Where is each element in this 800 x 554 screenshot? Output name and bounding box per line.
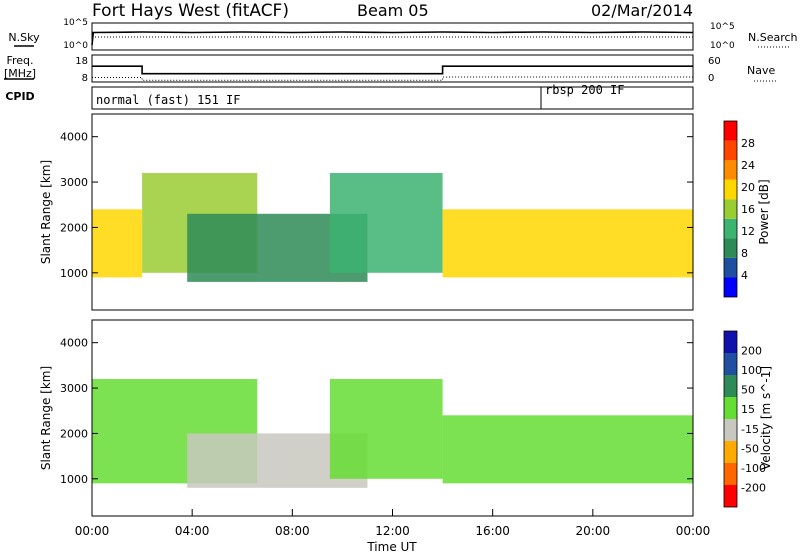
ytick-label: 2000: [60, 427, 88, 440]
power-data-cells: [92, 173, 693, 282]
xtick-label: 20:00: [576, 524, 611, 538]
colorbar-tick: 8: [741, 247, 748, 260]
freq-tick-bottom: 8: [82, 73, 88, 84]
freq-label: Freq.: [6, 54, 33, 67]
data-region-3: [329, 173, 443, 273]
power-colorbar-label: Power [dB]: [757, 179, 771, 244]
colorbar-swatch: [724, 277, 737, 297]
xtick-label: 00:00: [676, 524, 711, 538]
data-region-4: [442, 209, 693, 278]
colorbar-tick: -15: [741, 423, 759, 436]
nsearch-tick-bottom: 10^0: [710, 41, 735, 51]
velocity-ylabel: Slant Range [km]: [39, 366, 53, 470]
cpid-mode-1: normal (fast) 151 IF: [96, 93, 241, 107]
colorbar-swatch: [724, 331, 737, 353]
velocity-xaxis-ticks: 00:00 04:00 08:00 12:00 16:00 20:00 00:00: [75, 509, 711, 538]
colorbar-swatch: [724, 441, 737, 463]
colorbar-swatch: [724, 179, 737, 200]
nave-trace: [92, 76, 693, 81]
velocity-yaxis-ticks: 4000 3000 2000 1000: [60, 337, 693, 486]
plot-title: Fort Hays West (fitACF): [92, 1, 289, 21]
ytick-label: 4000: [60, 131, 88, 144]
nave-tick-bottom: 0: [708, 73, 714, 84]
velocity-panel: 4000 3000 2000 1000 00:00 04:00 08:00 12:00 16:…: [39, 319, 711, 554]
colorbar-swatch: [724, 375, 737, 397]
velocity-colorbar: 200 100 50 15 -15 -50 -100 -200: [723, 330, 766, 508]
nave-tick-top: 60: [708, 56, 721, 67]
data-region-0: [92, 209, 143, 278]
power-panel: 4000 3000 2000 1000 Slant Range [km]: [39, 113, 694, 311]
colorbar-swatch: [724, 485, 737, 507]
colorbar-tick: 4: [741, 269, 748, 282]
power-yaxis-ticks: 4000 3000 2000 1000: [60, 131, 693, 280]
colorbar-tick: -50: [741, 442, 759, 455]
colorbar-swatch: [724, 397, 737, 419]
nsearch-tick-top: 10^5: [710, 22, 735, 32]
colorbar-tick: 100: [741, 364, 762, 377]
freq-panel: Freq. [MHz] 18 8 60 0 Nave: [4, 54, 778, 84]
data-region-3: [442, 415, 693, 484]
xtick-label: 08:00: [275, 524, 310, 538]
colorbar-tick: -100: [741, 462, 766, 475]
ytick-label: 2000: [60, 221, 88, 234]
xtick-label: 00:00: [75, 524, 110, 538]
xtick-label: 16:00: [475, 524, 510, 538]
colorbar-swatch: [724, 218, 737, 239]
cpid-mode-2: rbsp 200 IF: [545, 83, 624, 97]
colorbar-swatch: [724, 419, 737, 441]
colorbar-tick: 50: [741, 384, 755, 397]
ytick-label: 3000: [60, 382, 88, 395]
cpid-label: CPID: [5, 90, 34, 103]
data-region-2: [329, 379, 443, 479]
colorbar-swatch: [724, 238, 737, 258]
xtick-label: 04:00: [175, 524, 210, 538]
nsearch-label: N.Search: [748, 31, 798, 44]
cpid-panel: CPID normal (fast) 151 IF rbsp 200 IF: [5, 83, 694, 110]
date-label: 02/Mar/2014: [591, 1, 693, 20]
colorbar-tick: 16: [741, 203, 755, 216]
colorbar-tick: 28: [741, 137, 755, 150]
nsky-trace: [91, 31, 694, 46]
nave-label: Nave: [747, 64, 775, 77]
colorbar-tick: 24: [741, 159, 755, 172]
nsky-panel: N.Sky 10^5 10^0 10^5 10^0 N.Search: [8, 18, 797, 51]
power-ylabel: Slant Range [km]: [39, 160, 53, 264]
colorbar-swatch: [724, 463, 737, 485]
xtick-label: 12:00: [375, 524, 410, 538]
power-colorbar: 28 24 20 16 12 8 4: [723, 120, 755, 298]
freq-trace: [92, 65, 693, 75]
colorbar-tick: 12: [741, 225, 755, 238]
colorbar-swatch: [724, 199, 737, 219]
colorbar-swatch: [724, 353, 737, 375]
freq-tick-top: 18: [75, 56, 88, 67]
colorbar-tick: -200: [741, 481, 766, 494]
ytick-label: 3000: [60, 176, 88, 189]
velocity-data-cells: [92, 379, 693, 488]
colorbar-tick: 15: [741, 403, 755, 416]
colorbar-swatch: [724, 257, 737, 278]
nsky-tick-top: 10^5: [63, 18, 88, 28]
ytick-label: 1000: [60, 267, 88, 280]
colorbar-tick: 20: [741, 181, 755, 194]
colorbar-swatch: [724, 121, 737, 141]
freq-unit-label: [MHz]: [4, 67, 36, 80]
nsky-label: N.Sky: [8, 31, 40, 44]
nsky-tick-bottom: 10^0: [63, 41, 88, 51]
beam-label: Beam 05: [357, 1, 429, 20]
colorbar-swatch: [724, 140, 737, 161]
velocity-colorbar-label: Velocity [m s^-1]: [759, 366, 773, 470]
colorbar-tick: 200: [741, 345, 762, 358]
ytick-label: 1000: [60, 473, 88, 486]
xaxis-label: Time UT: [366, 540, 417, 554]
colorbar-swatch: [724, 160, 737, 180]
ytick-label: 4000: [60, 337, 88, 350]
